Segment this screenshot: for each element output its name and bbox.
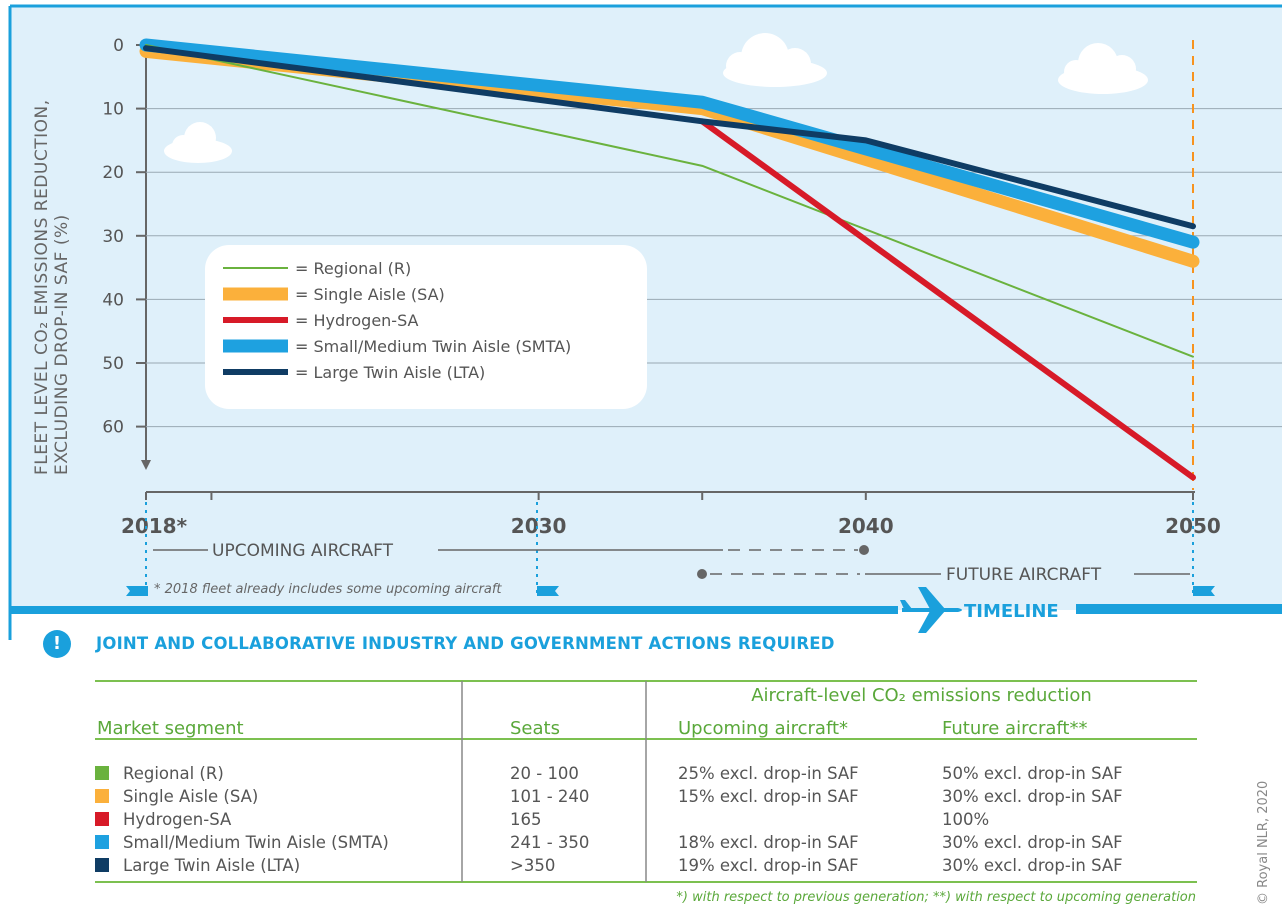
table-footnote: *) with respect to previous generation; … (676, 890, 1196, 905)
y-axis-label-line1: FLEET LEVEL CO₂ EMISSIONS REDUCTION, (32, 99, 52, 475)
y-axis-label: FLEET LEVEL CO₂ EMISSIONS REDUCTION, EXC… (32, 99, 72, 475)
segment: Large Twin Aisle (LTA) (123, 856, 301, 875)
y-tick-label: 10 (102, 100, 124, 120)
timeline-label: TIMELINE (964, 601, 1059, 622)
legend-label: = Single Aisle (SA) (295, 285, 445, 304)
future-aircraft-label: FUTURE AIRCRAFT (946, 565, 1102, 585)
y-tick-label: 60 (102, 418, 124, 438)
legend-label: = Small/Medium Twin Aisle (SMTA) (295, 337, 571, 356)
series-line (145, 44, 1194, 358)
seats: 241 - 350 (510, 833, 590, 852)
timeline-bar-left (10, 606, 898, 614)
legend-box (205, 245, 647, 409)
series-line (143, 45, 1196, 230)
airplane-icon (900, 587, 962, 633)
future: 50% excl. drop-in SAF (942, 764, 1123, 783)
header-upcoming: Upcoming aircraft* (678, 718, 849, 739)
legend-label: = Large Twin Aisle (LTA) (295, 363, 485, 382)
segment: Single Aisle (SA) (123, 787, 259, 806)
table-row: Large Twin Aisle (LTA) >350 19% excl. dr… (95, 854, 1197, 877)
cloud-icon (723, 33, 827, 87)
x-tick-label: 2040 (838, 514, 894, 538)
alert-icon: ! (43, 630, 71, 658)
y-tick-label: 40 (102, 290, 124, 310)
table-row: Single Aisle (SA) 101 - 240 15% excl. dr… (95, 785, 1197, 808)
cloud-icon (1058, 43, 1148, 94)
future: 30% excl. drop-in SAF (942, 833, 1123, 852)
flag-icon (1193, 586, 1215, 596)
flag-icon (126, 586, 148, 596)
swatch (95, 766, 109, 780)
table-row: Hydrogen-SA 165 100% (95, 808, 1197, 831)
upcoming: 15% excl. drop-in SAF (678, 787, 859, 806)
swatch (95, 812, 109, 826)
y-tick-label: 20 (102, 163, 124, 183)
future: 30% excl. drop-in SAF (942, 856, 1123, 875)
table-row: Regional (R) 20 - 100 25% excl. drop-in … (95, 762, 1197, 785)
swatch (95, 835, 109, 849)
segment: Small/Medium Twin Aisle (SMTA) (123, 833, 389, 852)
group-header: Aircraft-level CO₂ emissions reduction (751, 684, 1092, 706)
segment: Regional (R) (123, 764, 224, 783)
future-start-dot (697, 569, 707, 579)
cloud-icon (164, 122, 232, 163)
copyright: © Royal NLR, 2020 (1256, 780, 1271, 905)
y-axis-arrow (141, 460, 151, 470)
legend-label: = Regional (R) (295, 259, 411, 278)
series-line (139, 38, 1200, 249)
series-line (699, 118, 1196, 481)
swatch (95, 789, 109, 803)
x-tick-label: 2030 (511, 514, 567, 538)
fleet-note: * 2018 fleet already includes some upcom… (154, 582, 502, 597)
seats: 165 (510, 810, 542, 829)
timeline-annotations: UPCOMING AIRCRAFT FUTURE AIRCRAFT * 2018… (126, 502, 1215, 598)
y-axis-label-line2: EXCLUDING DROP-IN SAF (%) (52, 214, 72, 475)
y-tick-label: 30 (102, 227, 124, 247)
timeline-bar-right (1076, 604, 1282, 614)
upcoming-aircraft-label: UPCOMING AIRCRAFT (212, 541, 394, 561)
table-row: Small/Medium Twin Aisle (SMTA) 241 - 350… (95, 831, 1197, 854)
future: 100% (942, 810, 990, 829)
y-tick-label: 50 (102, 354, 124, 374)
header-seats: Seats (510, 718, 560, 739)
seats: 20 - 100 (510, 764, 579, 783)
swatch (95, 858, 109, 872)
upcoming: 18% excl. drop-in SAF (678, 833, 859, 852)
seats: >350 (510, 856, 556, 875)
upcoming: 25% excl. drop-in SAF (678, 764, 859, 783)
x-tick-label: 2018* (121, 514, 188, 538)
market-segment-table: Aircraft-level CO₂ emissions reduction M… (95, 681, 1197, 877)
header-future: Future aircraft** (942, 718, 1088, 739)
emissions-chart: FLEET LEVEL CO₂ EMISSIONS REDUCTION, EXC… (8, 4, 1282, 640)
legend-label: = Hydrogen-SA (295, 311, 419, 330)
seats: 101 - 240 (510, 787, 590, 806)
upcoming: 19% excl. drop-in SAF (678, 856, 859, 875)
upcoming-end-dot (859, 545, 869, 555)
flag-icon (537, 586, 559, 596)
future: 30% excl. drop-in SAF (942, 787, 1123, 806)
actions-title: JOINT AND COLLABORATIVE INDUSTRY AND GOV… (96, 634, 835, 653)
y-tick-label: 0 (113, 36, 124, 56)
header-market-segment: Market segment (97, 718, 244, 739)
upcoming (646, 808, 942, 831)
segment: Hydrogen-SA (123, 810, 232, 829)
